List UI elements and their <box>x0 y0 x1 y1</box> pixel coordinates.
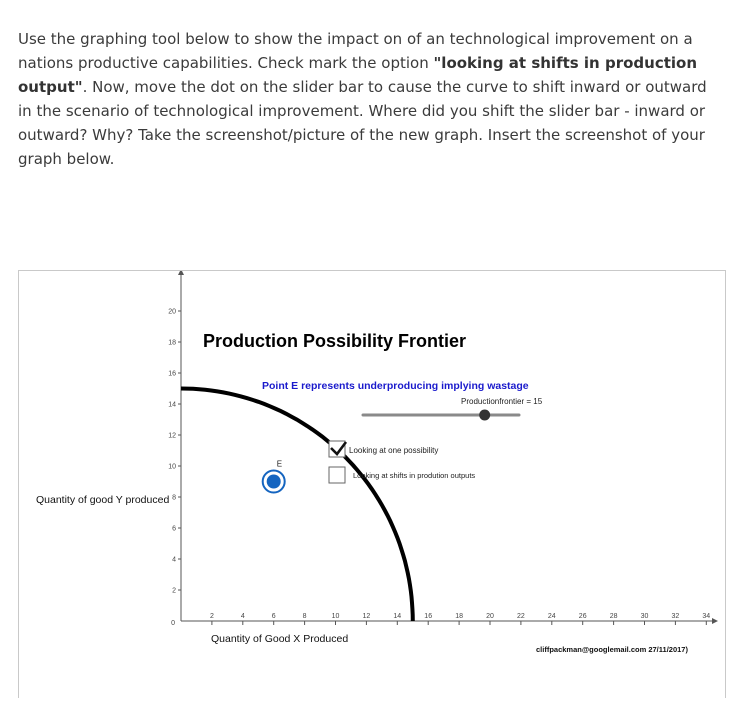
x-tick-label: 18 <box>455 613 463 620</box>
y-tick-label: 6 <box>172 526 176 533</box>
checkbox-one-possibility-label[interactable]: Looking at one possibility <box>349 446 438 455</box>
x-tick-label: 26 <box>579 613 587 620</box>
y-tick-label: 12 <box>168 433 176 440</box>
graphing-applet[interactable]: 2 4 6 8 10 12 14 16 18 20 22 24 26 28 30 32 34 2 4 6 8 10 12 1… <box>18 269 726 698</box>
graph-title: Production Possibility Frontier <box>203 331 466 351</box>
x-tick-label: 4 <box>241 613 245 620</box>
x-tick-label: 8 <box>303 613 307 620</box>
x-tick-label: 6 <box>272 613 276 620</box>
x-tick-label: 12 <box>363 613 371 620</box>
x-tick-label: 10 <box>332 613 340 620</box>
point-e-annotation: Point E represents underproducing implyi… <box>262 380 529 392</box>
y-tick-label: 16 <box>168 371 176 378</box>
x-tick-label: 34 <box>702 613 710 620</box>
checkmark-icon <box>330 441 348 456</box>
x-tick-label: 32 <box>672 613 680 620</box>
slider-knob[interactable] <box>479 409 491 421</box>
y-tick-label: 2 <box>172 588 176 595</box>
origin-label: 0 <box>171 620 175 627</box>
instructions-text-3: Where did you shift the slider bar - inw… <box>18 102 706 168</box>
y-tick-label: 20 <box>168 309 176 316</box>
x-tick-label: 20 <box>486 613 494 620</box>
y-tick-label: 14 <box>168 402 176 409</box>
ppf-graph: 2 4 6 8 10 12 14 16 18 20 22 24 26 28 30 32 34 246810121… <box>36 269 718 654</box>
y-axis-ticks: 2 4 6 8 10 12 14 16 18 20 <box>168 309 181 595</box>
checkbox-shifts-output-label[interactable]: Looking at shifts in prodution outputs <box>353 471 475 480</box>
x-tick-label: 2 <box>210 613 214 620</box>
x-tick-label: 22 <box>517 613 525 620</box>
ppf-curve <box>180 386 415 622</box>
point-e-label: E <box>277 460 282 469</box>
x-tick-label: 14 <box>393 613 401 620</box>
x-axis-arrow-icon <box>712 618 718 624</box>
credit-text: cliffpackman@googlemail.com 27/11/2017) <box>536 645 688 654</box>
x-tick-label: 24 <box>548 613 556 620</box>
y-axis-arrow-icon <box>178 269 184 275</box>
y-tick-label: 10 <box>168 464 176 471</box>
x-tick-label: 16 <box>424 613 432 620</box>
y-tick-label: 8 <box>172 495 176 502</box>
x-tick-label: 28 <box>610 613 618 620</box>
point-e[interactable] <box>266 474 281 489</box>
x-axis-ticks: 2 4 6 8 10 12 14 16 18 20 22 24 26 28 30 32 34 <box>210 613 710 625</box>
y-axis-label: Quantity of good Y produced <box>36 494 169 506</box>
checkbox-shifts-output[interactable] <box>328 466 346 484</box>
instructions-text-1: Use the graphing tool below to show the … <box>18 30 693 72</box>
x-axis-label: Quantity of Good X Produced <box>211 633 348 645</box>
checkbox-one-possibility[interactable] <box>328 440 346 458</box>
y-tick-label: 18 <box>168 340 176 347</box>
instructions-paragraph: Use the graphing tool below to show the … <box>18 27 718 171</box>
slider-label: Productionfrontier = 15 <box>461 397 543 406</box>
x-tick-label: 30 <box>641 613 649 620</box>
instructions-text-2: . Now, move the dot on the slider bar to… <box>18 78 707 120</box>
y-tick-label: 4 <box>172 557 176 564</box>
instructions-option-name: "looking at shifts in production output" <box>18 54 698 96</box>
